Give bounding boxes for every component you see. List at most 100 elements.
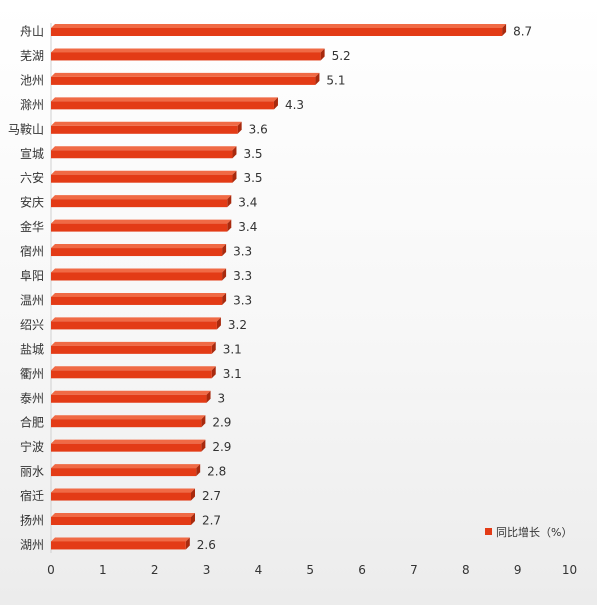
bar [51,52,321,61]
bar-group [51,121,242,134]
bar-side-face [232,170,237,183]
bar [51,443,202,452]
x-tick-label: 6 [358,563,366,577]
data-label: 3.4 [238,220,257,234]
category-label: 丽水 [20,465,44,479]
category-label: 宿州 [20,244,44,259]
bar-group [51,439,206,452]
category-label: 宿迁 [20,488,44,503]
category-label: 宣城 [20,146,44,161]
data-label: 3.1 [223,367,242,381]
bar-side-face [185,537,190,550]
bar-top-face [51,390,211,395]
bar-group [51,292,227,305]
bar-side-face [273,97,278,110]
bar-side-face [227,195,232,208]
data-label: 5.1 [326,73,345,87]
bar-group [51,195,232,208]
bar [51,517,191,525]
bar-top-face [51,341,216,346]
bar [51,541,186,550]
bar [51,492,191,501]
x-tick-label: 7 [410,563,418,577]
bar [51,370,212,379]
bar-top-face [51,268,227,273]
labels-layer: 舟山 8.7 芜湖 5.2 池州 5.1 滁州 4.3 马鞍山 3.6 宣城 3.5 六安 3.5 安庆 3.… [8,25,532,552]
bar [51,248,223,257]
category-label: 泰州 [20,391,44,405]
data-label: 3 [218,391,226,405]
bar-top-face [51,488,195,493]
bar-top-face [51,244,227,249]
bar-group [51,219,232,232]
bar-group [51,48,325,61]
bar [51,272,223,281]
data-label: 2.7 [202,514,221,528]
bar-top-face [51,195,232,200]
category-label: 合肥 [20,415,44,430]
bar-top-face [51,48,325,53]
category-label: 扬州 [20,513,44,528]
bar [51,321,217,330]
category-label: 滁州 [20,97,44,112]
bar [51,394,207,403]
data-label: 2.8 [207,465,226,479]
category-label: 芜湖 [20,48,44,63]
x-tick-label: 1 [99,563,107,577]
bar-top-face [51,317,221,322]
bar [51,199,228,208]
bar-group [51,488,195,501]
bar-group [51,464,201,477]
bar [51,223,228,232]
bar-side-face [211,341,216,354]
bar-top-face [51,97,278,102]
bar [51,345,212,354]
bar-side-face [196,464,201,477]
bar [51,101,274,110]
data-label: 8.7 [513,25,532,39]
x-tick-label: 8 [462,563,470,577]
category-label: 金华 [20,219,44,234]
bar-group [51,341,216,354]
data-label: 3.1 [223,342,242,356]
bar [51,296,223,305]
category-label: 舟山 [20,25,44,39]
bar [51,150,233,159]
category-label: 衢州 [20,367,44,381]
bar-side-face [222,292,227,305]
bar-side-face [216,317,221,330]
bar-top-face [51,292,227,297]
bar-side-face [190,488,195,501]
bar-group [51,72,320,85]
bar-top-face [51,415,206,420]
bar-top-face [51,146,237,151]
data-label: 2.7 [202,489,221,503]
bar-top-face [51,464,201,469]
data-label: 4.3 [285,98,304,112]
bar-side-face [206,390,211,403]
bar-group [51,390,211,403]
bar-side-face [222,268,227,281]
bars-layer [51,24,507,550]
data-label: 3.3 [233,269,252,283]
bar-side-face [237,121,242,134]
data-label: 2.9 [212,440,231,454]
bar-side-face [315,72,320,85]
bar-group [51,366,216,379]
bar-group [51,537,190,550]
bar [51,174,233,183]
category-label: 马鞍山 [8,121,44,136]
bar-side-face [190,513,195,525]
category-label: 温州 [20,293,44,307]
axis-layer: 0 1 2 3 4 5 6 7 8 9 10 [47,23,577,577]
category-label: 绍兴 [20,318,44,332]
bar-group [51,170,237,183]
bar-side-face [502,24,507,36]
bar-group [51,97,278,110]
category-label: 六安 [20,170,44,185]
bar-side-face [227,219,232,232]
x-tick-label: 4 [255,563,263,577]
x-tick-label: 10 [562,563,577,577]
data-label: 3.6 [249,122,268,136]
